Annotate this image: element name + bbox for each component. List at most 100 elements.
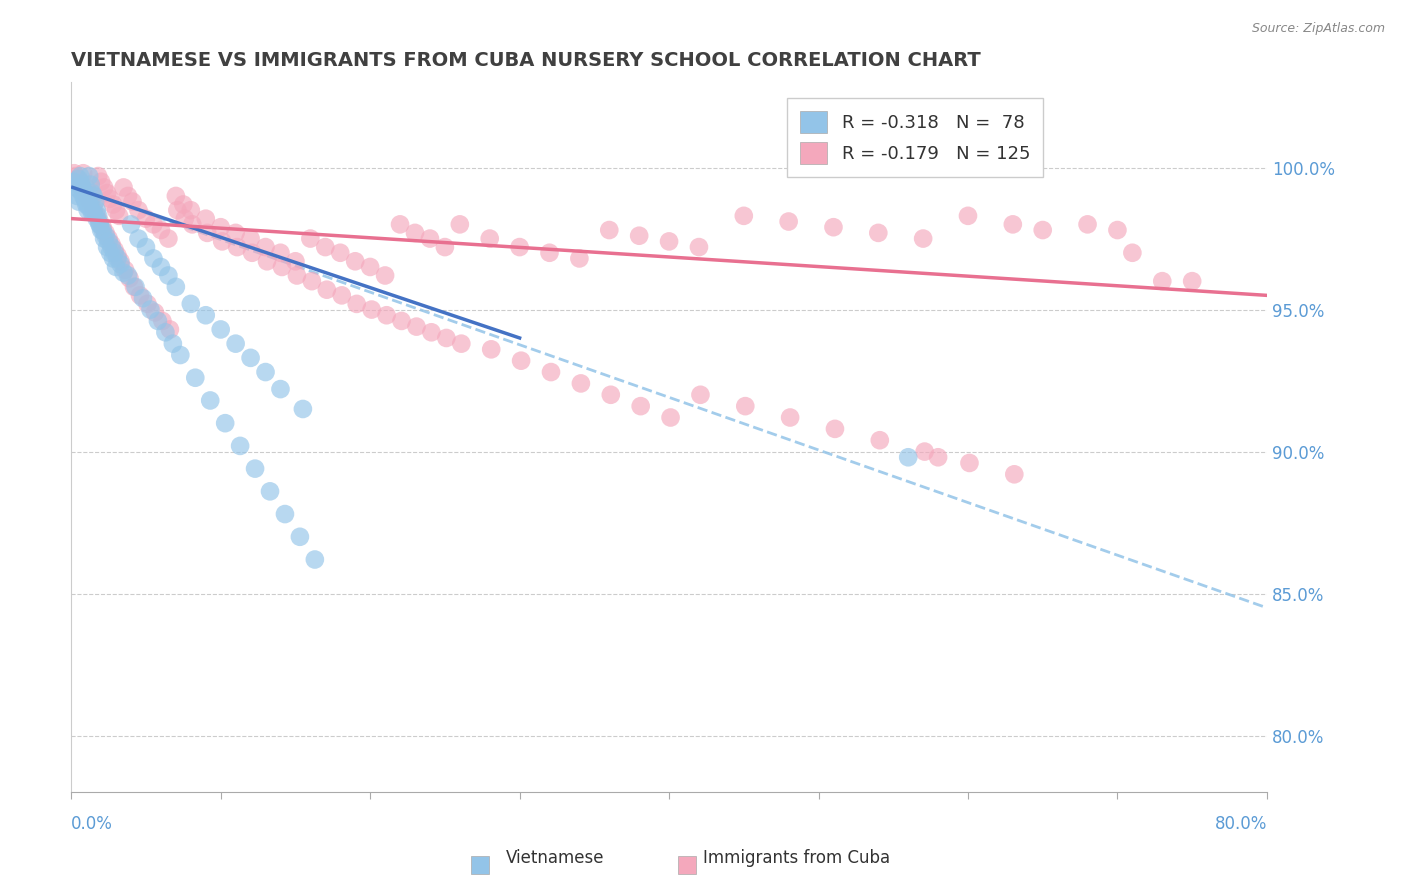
Point (869, 434, 891, 448)
Point (135, 240, 157, 254)
Point (598, 223, 620, 237)
Point (375, 308, 398, 322)
Point (209, 220, 232, 235)
Point (194, 308, 217, 322)
Point (112, 266, 135, 280)
Point (79, 178, 101, 192)
Legend: R = -0.318   N =  78, R = -0.179   N = 125: R = -0.318 N = 78, R = -0.179 N = 125 (787, 98, 1043, 177)
Point (538, 245, 561, 260)
Text: Source: ZipAtlas.com: Source: ZipAtlas.com (1251, 22, 1385, 36)
Point (315, 283, 337, 297)
Point (779, 410, 801, 425)
Point (540, 365, 562, 379)
Point (94, 226, 117, 240)
Point (66, 189, 89, 203)
Point (83, 206, 105, 220)
Point (269, 382, 291, 396)
Point (72, 189, 94, 203)
Point (959, 456, 981, 470)
Point (479, 343, 502, 357)
Point (90, 175, 112, 189)
Point (96, 240, 118, 254)
Point (419, 231, 441, 245)
Point (79, 197, 101, 211)
Point (112, 180, 135, 194)
Point (67, 194, 90, 209)
Point (330, 288, 353, 302)
Point (117, 268, 139, 283)
Point (128, 231, 150, 245)
Point (329, 245, 352, 260)
Point (271, 260, 294, 274)
Point (211, 235, 233, 249)
Point (75, 197, 97, 211)
Point (110, 254, 132, 268)
Point (65, 169, 87, 183)
Point (226, 240, 249, 254)
Point (155, 326, 177, 340)
Point (433, 240, 456, 254)
Point (1077, 218, 1099, 232)
Point (200, 393, 222, 408)
Point (434, 331, 457, 345)
Point (254, 365, 277, 379)
Point (172, 197, 194, 211)
Point (107, 252, 129, 266)
Point (314, 240, 336, 254)
Point (288, 530, 311, 544)
Point (86, 203, 108, 218)
Point (77, 186, 100, 201)
Point (734, 399, 756, 413)
Point (83, 189, 105, 203)
Point (389, 218, 412, 232)
Point (72, 166, 94, 180)
Point (83, 203, 105, 218)
Point (778, 214, 800, 228)
Point (93, 180, 115, 194)
Point (72, 183, 94, 197)
Point (344, 254, 367, 268)
Point (98, 192, 121, 206)
Point (63, 166, 86, 180)
Point (105, 203, 128, 218)
Point (420, 326, 443, 340)
Point (733, 209, 755, 223)
Point (285, 268, 308, 283)
Point (101, 252, 124, 266)
Point (132, 291, 155, 305)
Point (114, 262, 136, 277)
Point (240, 245, 263, 260)
Point (82, 189, 104, 203)
Point (73, 186, 96, 201)
Point (284, 254, 307, 268)
Point (391, 314, 413, 328)
Point (69, 175, 91, 189)
Point (184, 370, 207, 384)
Point (69, 169, 91, 183)
Point (75, 180, 97, 194)
Point (1121, 245, 1143, 260)
Point (135, 211, 157, 226)
Point (173, 211, 195, 226)
Point (346, 297, 368, 311)
Point (121, 194, 143, 209)
Point (67, 172, 90, 186)
Point (1001, 218, 1024, 232)
Point (86, 211, 108, 226)
Point (405, 319, 427, 334)
Point (914, 444, 936, 458)
Point (103, 243, 125, 257)
Point (67, 175, 90, 189)
Point (90, 223, 112, 237)
Point (165, 189, 187, 203)
Point (149, 223, 172, 237)
Point (70, 178, 93, 192)
Point (478, 231, 501, 245)
Point (118, 271, 141, 285)
Point (93, 231, 115, 245)
Point (658, 235, 681, 249)
Point (181, 218, 204, 232)
Point (510, 353, 533, 368)
Text: 0.0%: 0.0% (72, 815, 112, 833)
Point (180, 203, 202, 218)
